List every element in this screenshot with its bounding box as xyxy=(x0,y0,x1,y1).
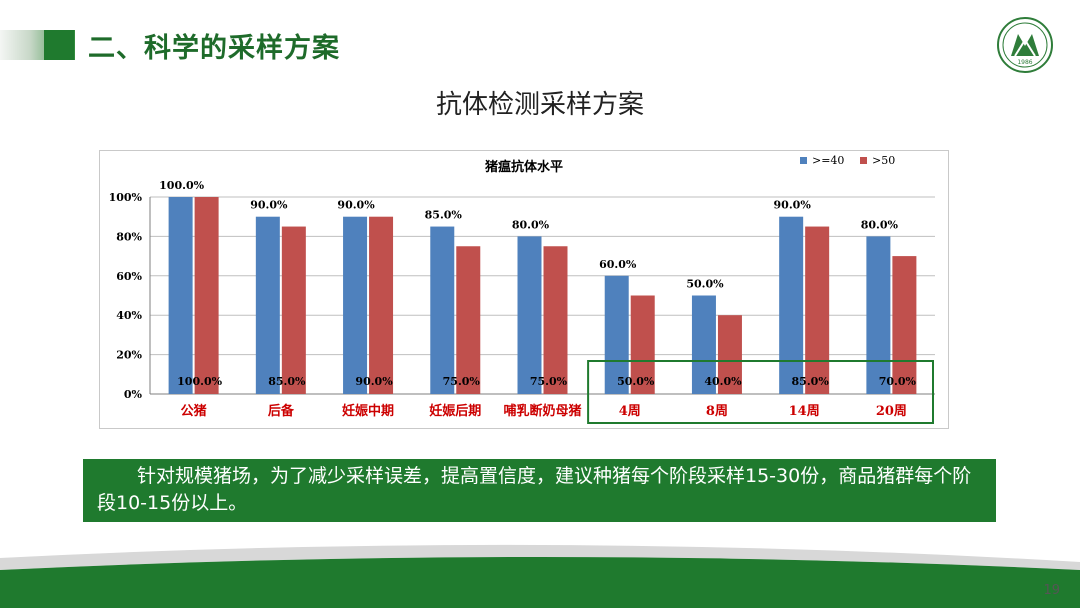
data-label-ge40: 90.0% xyxy=(337,199,375,212)
y-tick-label: 0% xyxy=(124,388,143,401)
bar-gt50 xyxy=(456,246,481,394)
data-label-gt50: 85.0% xyxy=(792,375,830,388)
bar-ge40 xyxy=(517,236,542,394)
data-label-ge40: 85.0% xyxy=(425,209,463,222)
category-label: 后备 xyxy=(268,403,295,419)
category-label: 20周 xyxy=(876,404,907,419)
y-tick-label: 100% xyxy=(109,191,143,204)
bar-gt50 xyxy=(194,197,219,394)
data-label-gt50: 75.0% xyxy=(530,375,568,388)
bar-gt50 xyxy=(630,295,655,394)
university-logo: 1986 xyxy=(997,17,1053,73)
category-label: 妊娠中期 xyxy=(342,403,394,419)
data-label-gt50: 50.0% xyxy=(617,375,655,388)
category-label: 4周 xyxy=(619,404,641,419)
section-subtitle: 抗体检测采样方案 xyxy=(435,90,644,120)
data-label-gt50: 90.0% xyxy=(355,375,393,388)
bar-ge40 xyxy=(866,236,891,394)
data-label-gt50: 85.0% xyxy=(268,375,306,388)
chart-frame: 猪瘟抗体水平 0% 20% 40% 60% 80% 100% 100.0% 100.0% 公猪 90… xyxy=(99,150,949,429)
category-label: 8周 xyxy=(706,404,728,419)
y-tick-label: 60% xyxy=(116,270,142,283)
bar-ge40 xyxy=(343,216,368,394)
footer-decoration xyxy=(0,544,1080,608)
chart-title: 猪瘟抗体水平 xyxy=(484,159,563,175)
bar-gt50 xyxy=(369,216,394,394)
page-number: 19 xyxy=(1043,583,1060,598)
bar-gt50 xyxy=(543,246,568,394)
data-label-ge40: 80.0% xyxy=(861,218,899,231)
category-label: 14周 xyxy=(789,404,820,419)
data-label-gt50: 70.0% xyxy=(879,375,917,388)
bar-ge40 xyxy=(691,295,716,394)
data-label-gt50: 75.0% xyxy=(443,375,481,388)
category-label: 公猪 xyxy=(181,403,207,419)
data-label-ge40: 80.0% xyxy=(512,218,550,231)
y-tick-label: 40% xyxy=(116,309,142,322)
bar-ge40 xyxy=(779,216,804,394)
category-label: 哺乳断奶母猪 xyxy=(503,403,581,419)
legend-swatch xyxy=(860,157,867,164)
data-label-gt50: 100.0% xyxy=(177,375,222,388)
y-tick-label: 80% xyxy=(116,230,142,243)
category-label: 妊娠后期 xyxy=(429,403,481,419)
data-label-ge40: 50.0% xyxy=(686,278,724,291)
data-label-ge40: 60.0% xyxy=(599,258,637,271)
bar-gt50 xyxy=(892,256,917,394)
data-label-ge40: 90.0% xyxy=(774,199,812,212)
bar-gt50 xyxy=(281,226,306,394)
slide-title: 二、科学的采样方案 xyxy=(88,33,340,64)
highlight-box xyxy=(587,360,934,424)
bar-gt50 xyxy=(805,226,830,394)
bar-gt50 xyxy=(717,315,742,394)
data-label-ge40: 100.0% xyxy=(159,179,204,192)
legend-swatch xyxy=(800,157,807,164)
svg-text:1986: 1986 xyxy=(1017,59,1032,66)
legend-label: >=40 xyxy=(812,154,844,167)
antibody-bar-chart: 猪瘟抗体水平 0% 20% 40% 60% 80% 100% 100.0% 100.0% 公猪 90… xyxy=(109,154,935,424)
legend-label: >50 xyxy=(872,154,895,167)
bar-ge40 xyxy=(168,197,193,394)
sampling-note-box: 针对规模猪场，为了减少采样误差，提高置信度，建议种猪每个阶段采样15-30份，商… xyxy=(83,459,996,522)
bar-ge40 xyxy=(430,226,455,394)
data-label-gt50: 40.0% xyxy=(704,375,742,388)
sampling-note-text: 针对规模猪场，为了减少采样误差，提高置信度，建议种猪每个阶段采样15-30份，商… xyxy=(97,465,972,514)
bar-ge40 xyxy=(604,275,629,394)
y-tick-label: 20% xyxy=(116,349,142,362)
bar-ge40 xyxy=(255,216,280,394)
data-label-ge40: 90.0% xyxy=(250,199,288,212)
header-accent-block xyxy=(44,30,74,60)
